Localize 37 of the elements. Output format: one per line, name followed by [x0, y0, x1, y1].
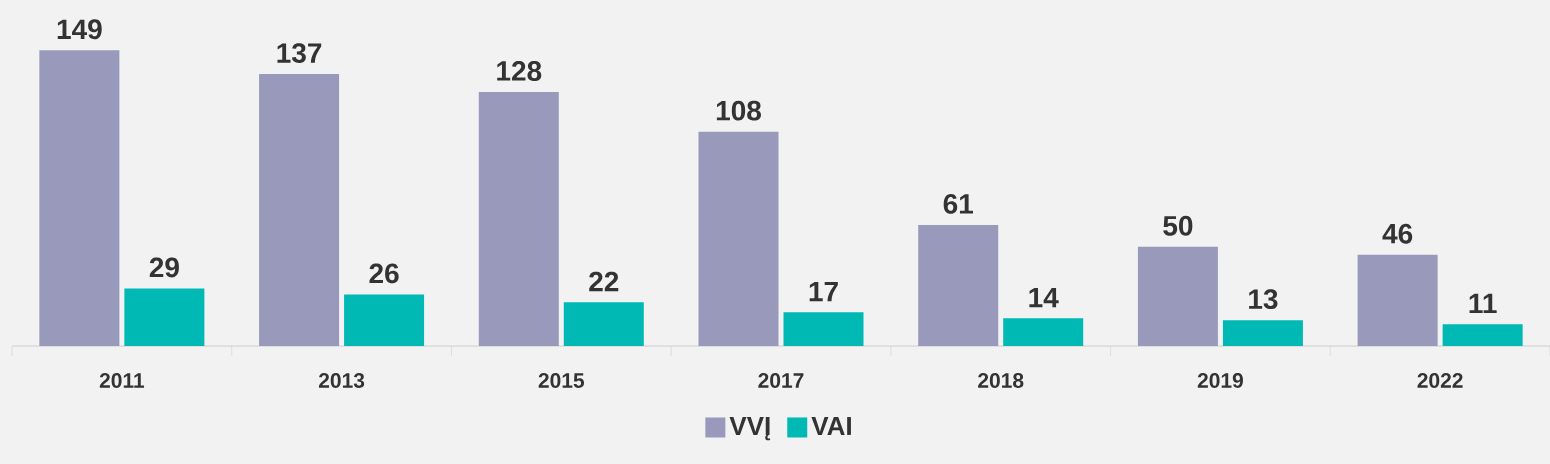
bar — [344, 294, 425, 346]
data-label: 14 — [1029, 287, 1059, 308]
bar — [1442, 324, 1523, 346]
data-label: 11 — [1469, 293, 1497, 314]
legend-label: VAI — [811, 417, 851, 435]
x-tick-label: 2018 — [978, 373, 1024, 388]
bar — [1137, 246, 1218, 346]
x-tick-label: 2019 — [1197, 373, 1243, 388]
x-tick-label: 2015 — [538, 373, 585, 388]
legend-label: VVĮ — [729, 417, 771, 441]
bar — [1222, 320, 1303, 346]
x-tick-label: 2013 — [318, 373, 365, 388]
data-label: 22 — [589, 271, 619, 292]
data-label: 128 — [497, 61, 542, 81]
data-label: 13 — [1249, 289, 1278, 310]
data-label: 26 — [369, 263, 399, 284]
data-label: 149 — [57, 19, 102, 40]
data-label: 29 — [149, 257, 179, 278]
bar — [39, 50, 120, 346]
data-label: 137 — [277, 43, 322, 64]
bar — [478, 91, 559, 346]
data-label: 17 — [809, 281, 838, 302]
x-tick-label: 2022 — [1417, 373, 1463, 388]
x-tick-label: 2017 — [758, 373, 804, 388]
bar — [698, 131, 779, 346]
x-tick-label: 2011 — [99, 373, 145, 388]
bar — [1003, 318, 1084, 346]
bar — [918, 224, 999, 346]
bar — [783, 312, 864, 346]
bar — [1357, 254, 1438, 346]
data-label: 46 — [1382, 223, 1413, 244]
bar — [124, 288, 205, 346]
data-label: 108 — [716, 100, 761, 121]
data-label: 61 — [943, 194, 974, 214]
data-label: 50 — [1163, 215, 1193, 236]
bar — [563, 302, 644, 346]
bar — [259, 74, 340, 346]
